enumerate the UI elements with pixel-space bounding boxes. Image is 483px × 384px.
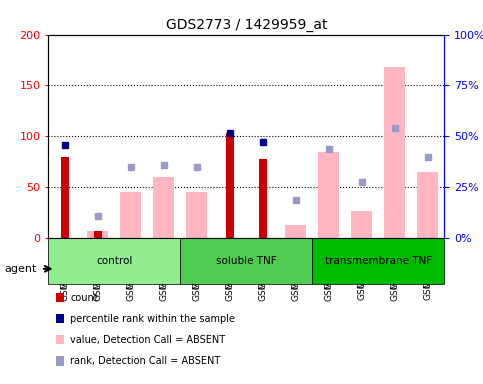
Text: GSM101397: GSM101397 (60, 233, 69, 289)
FancyBboxPatch shape (313, 238, 444, 284)
Bar (87, 231, 108, 238)
Text: rank, Detection Call = ABSENT: rank, Detection Call = ABSENT (70, 356, 220, 366)
Text: control: control (96, 256, 132, 266)
Text: GSM101407: GSM101407 (258, 234, 267, 288)
Bar (147, 238, 180, 284)
Bar (61, 157, 69, 238)
Bar (246, 238, 279, 284)
Bar (313, 238, 345, 284)
Text: GSM101406: GSM101406 (226, 234, 234, 288)
Text: transmembrane TNF: transmembrane TNF (325, 256, 432, 266)
Bar (352, 210, 372, 238)
Title: GDS2773 / 1429959_at: GDS2773 / 1429959_at (166, 18, 327, 32)
Bar (226, 133, 234, 238)
Text: GSM101408: GSM101408 (291, 234, 300, 288)
Text: GSM101398: GSM101398 (93, 233, 102, 289)
Text: GSM101403: GSM101403 (390, 234, 399, 288)
Text: GSM101402: GSM101402 (357, 234, 366, 288)
Bar (318, 152, 339, 238)
Bar (94, 231, 102, 238)
Bar (345, 238, 378, 284)
Text: value, Detection Call = ABSENT: value, Detection Call = ABSENT (70, 335, 225, 345)
Bar (186, 192, 207, 238)
Text: percentile rank within the sample: percentile rank within the sample (70, 314, 235, 324)
Bar (285, 225, 306, 238)
Text: GSM101399: GSM101399 (127, 233, 135, 289)
Bar (279, 238, 313, 284)
Bar (81, 238, 114, 284)
Text: GSM101400: GSM101400 (159, 234, 168, 288)
Bar (154, 177, 174, 238)
Bar (120, 192, 141, 238)
Bar (378, 238, 412, 284)
Text: soluble TNF: soluble TNF (216, 256, 277, 266)
FancyBboxPatch shape (180, 238, 313, 284)
Bar (259, 159, 267, 238)
Text: count: count (70, 293, 98, 303)
Bar (114, 238, 147, 284)
Text: GSM101405: GSM101405 (192, 234, 201, 288)
Bar (180, 238, 213, 284)
Bar (412, 238, 444, 284)
FancyBboxPatch shape (48, 238, 180, 284)
Bar (213, 238, 246, 284)
Text: GSM101401: GSM101401 (325, 234, 333, 288)
Bar (417, 172, 438, 238)
Bar (48, 238, 81, 284)
Text: GSM101404: GSM101404 (424, 234, 432, 288)
Text: agent: agent (5, 264, 37, 274)
Bar (384, 67, 405, 238)
